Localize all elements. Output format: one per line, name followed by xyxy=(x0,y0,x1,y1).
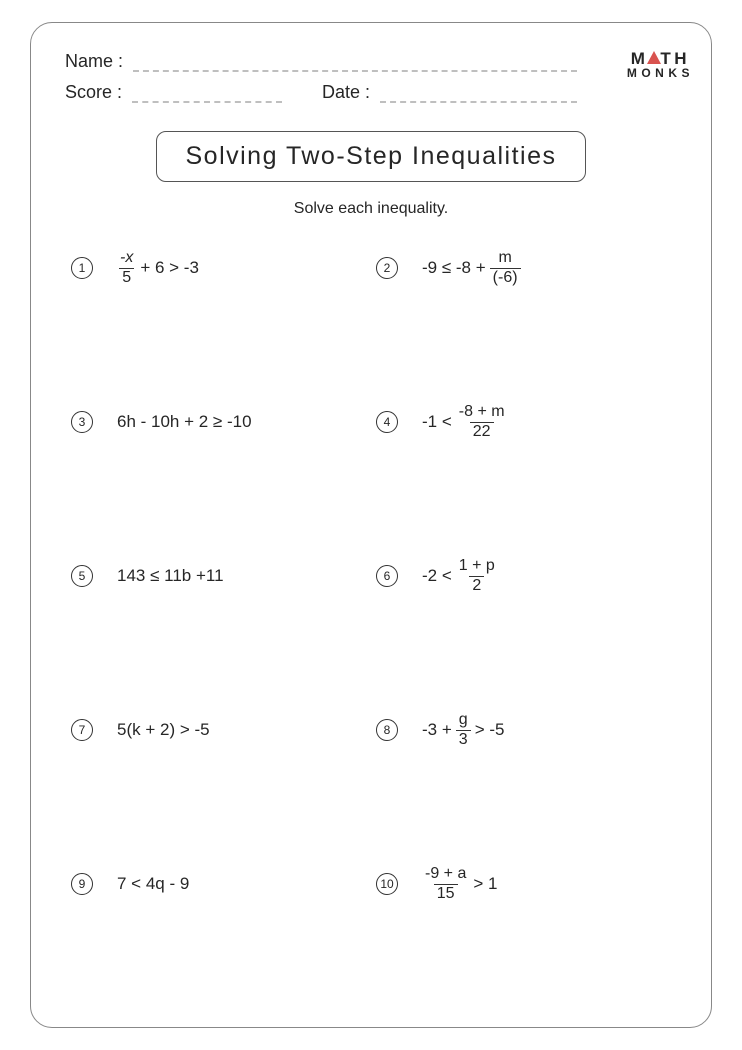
problem-number: 5 xyxy=(71,565,93,587)
fraction-numerator: g xyxy=(456,711,471,729)
expression-text: 143 ≤ 11b +11 xyxy=(117,566,224,586)
problem-3: 3 6h - 10h + 2 ≥ -10 xyxy=(71,400,366,444)
problem-number: 9 xyxy=(71,873,93,895)
problem-expression: -9 ≤ -8 + m(-6) xyxy=(422,249,521,287)
problem-number: 2 xyxy=(376,257,398,279)
problem-expression: -1 < -8 + m22 xyxy=(422,403,508,441)
expression-text: 7 < 4q - 9 xyxy=(117,874,189,894)
score-line xyxy=(132,89,282,103)
expression-before: -3 + xyxy=(422,720,452,740)
problem-8: 8 -3 + g3 > -5 xyxy=(376,708,671,752)
expression-before: -1 < xyxy=(422,412,452,432)
expression-text: 5(k + 2) > -5 xyxy=(117,720,210,740)
problem-expression: -2 < 1 + p2 xyxy=(422,557,498,595)
problem-expression: 5(k + 2) > -5 xyxy=(117,720,210,740)
instruction-text: Solve each inequality. xyxy=(65,200,677,218)
problem-number: 4 xyxy=(376,411,398,433)
problem-7: 7 5(k + 2) > -5 xyxy=(71,708,366,752)
problem-number: 6 xyxy=(376,565,398,587)
fraction-numerator: m xyxy=(495,249,514,267)
fraction: m(-6) xyxy=(490,249,521,287)
name-row: Name : xyxy=(65,51,577,72)
fraction-denominator: 15 xyxy=(434,884,458,903)
math-monks-logo: MTH MONKS xyxy=(627,50,694,79)
problem-expression: 6h - 10h + 2 ≥ -10 xyxy=(117,412,252,432)
problem-expression: 7 < 4q - 9 xyxy=(117,874,189,894)
expression-before: -2 < xyxy=(422,566,452,586)
problem-5: 5 143 ≤ 11b +11 xyxy=(71,554,366,598)
problem-expression: 143 ≤ 11b +11 xyxy=(117,566,224,586)
problem-expression: -3 + g3 > -5 xyxy=(422,711,504,749)
expression-after: + 6 > -3 xyxy=(140,258,199,278)
fraction-denominator: (-6) xyxy=(490,268,521,287)
fraction-numerator: -x xyxy=(117,249,136,267)
fraction-denominator: 5 xyxy=(119,268,134,287)
problem-number: 10 xyxy=(376,873,398,895)
worksheet-title: Solving Two-Step Inequalities xyxy=(156,131,586,182)
problem-9: 9 7 < 4q - 9 xyxy=(71,862,366,906)
fraction-numerator: 1 + p xyxy=(456,557,498,575)
problem-expression: -9 + a15 > 1 xyxy=(422,865,497,903)
fraction-denominator: 3 xyxy=(456,730,471,749)
problem-number: 8 xyxy=(376,719,398,741)
fraction: 1 + p2 xyxy=(456,557,498,595)
header-block: Name : Score : Date : xyxy=(65,51,677,103)
fraction-numerator: -8 + m xyxy=(456,403,508,421)
expression-before: -9 ≤ -8 + xyxy=(422,258,486,278)
fraction-denominator: 2 xyxy=(469,576,484,595)
problem-4: 4 -1 < -8 + m22 xyxy=(376,400,671,444)
fraction-numerator: -9 + a xyxy=(422,865,469,883)
problem-number: 1 xyxy=(71,257,93,279)
worksheet-frame: Name : Score : Date : Solving Two-Step I… xyxy=(30,22,712,1028)
fraction: -9 + a15 xyxy=(422,865,469,903)
problem-number: 7 xyxy=(71,719,93,741)
fraction: g3 xyxy=(456,711,471,749)
problem-1: 1 -x5 + 6 > -3 xyxy=(71,246,366,290)
problem-expression: -x5 + 6 > -3 xyxy=(117,249,199,287)
date-label: Date : xyxy=(322,82,370,103)
problems-grid: 1-x5 + 6 > -32-9 ≤ -8 + m(-6)36h - 10h +… xyxy=(65,246,677,906)
score-label: Score : xyxy=(65,82,122,103)
problem-2: 2 -9 ≤ -8 + m(-6) xyxy=(376,246,671,290)
fraction-denominator: 22 xyxy=(470,422,494,441)
fraction: -8 + m22 xyxy=(456,403,508,441)
problem-6: 6 -2 < 1 + p2 xyxy=(376,554,671,598)
name-line xyxy=(133,58,577,72)
score-date-row: Score : Date : xyxy=(65,82,577,103)
expression-after: > -5 xyxy=(475,720,505,740)
date-line xyxy=(380,89,577,103)
fraction: -x5 xyxy=(117,249,136,287)
name-label: Name : xyxy=(65,51,123,72)
problem-number: 3 xyxy=(71,411,93,433)
expression-text: 6h - 10h + 2 ≥ -10 xyxy=(117,412,252,432)
logo-bottom-line: MONKS xyxy=(627,67,694,79)
expression-after: > 1 xyxy=(473,874,497,894)
problem-10: 10 -9 + a15 > 1 xyxy=(376,862,671,906)
logo-top-line: MTH xyxy=(627,50,694,67)
